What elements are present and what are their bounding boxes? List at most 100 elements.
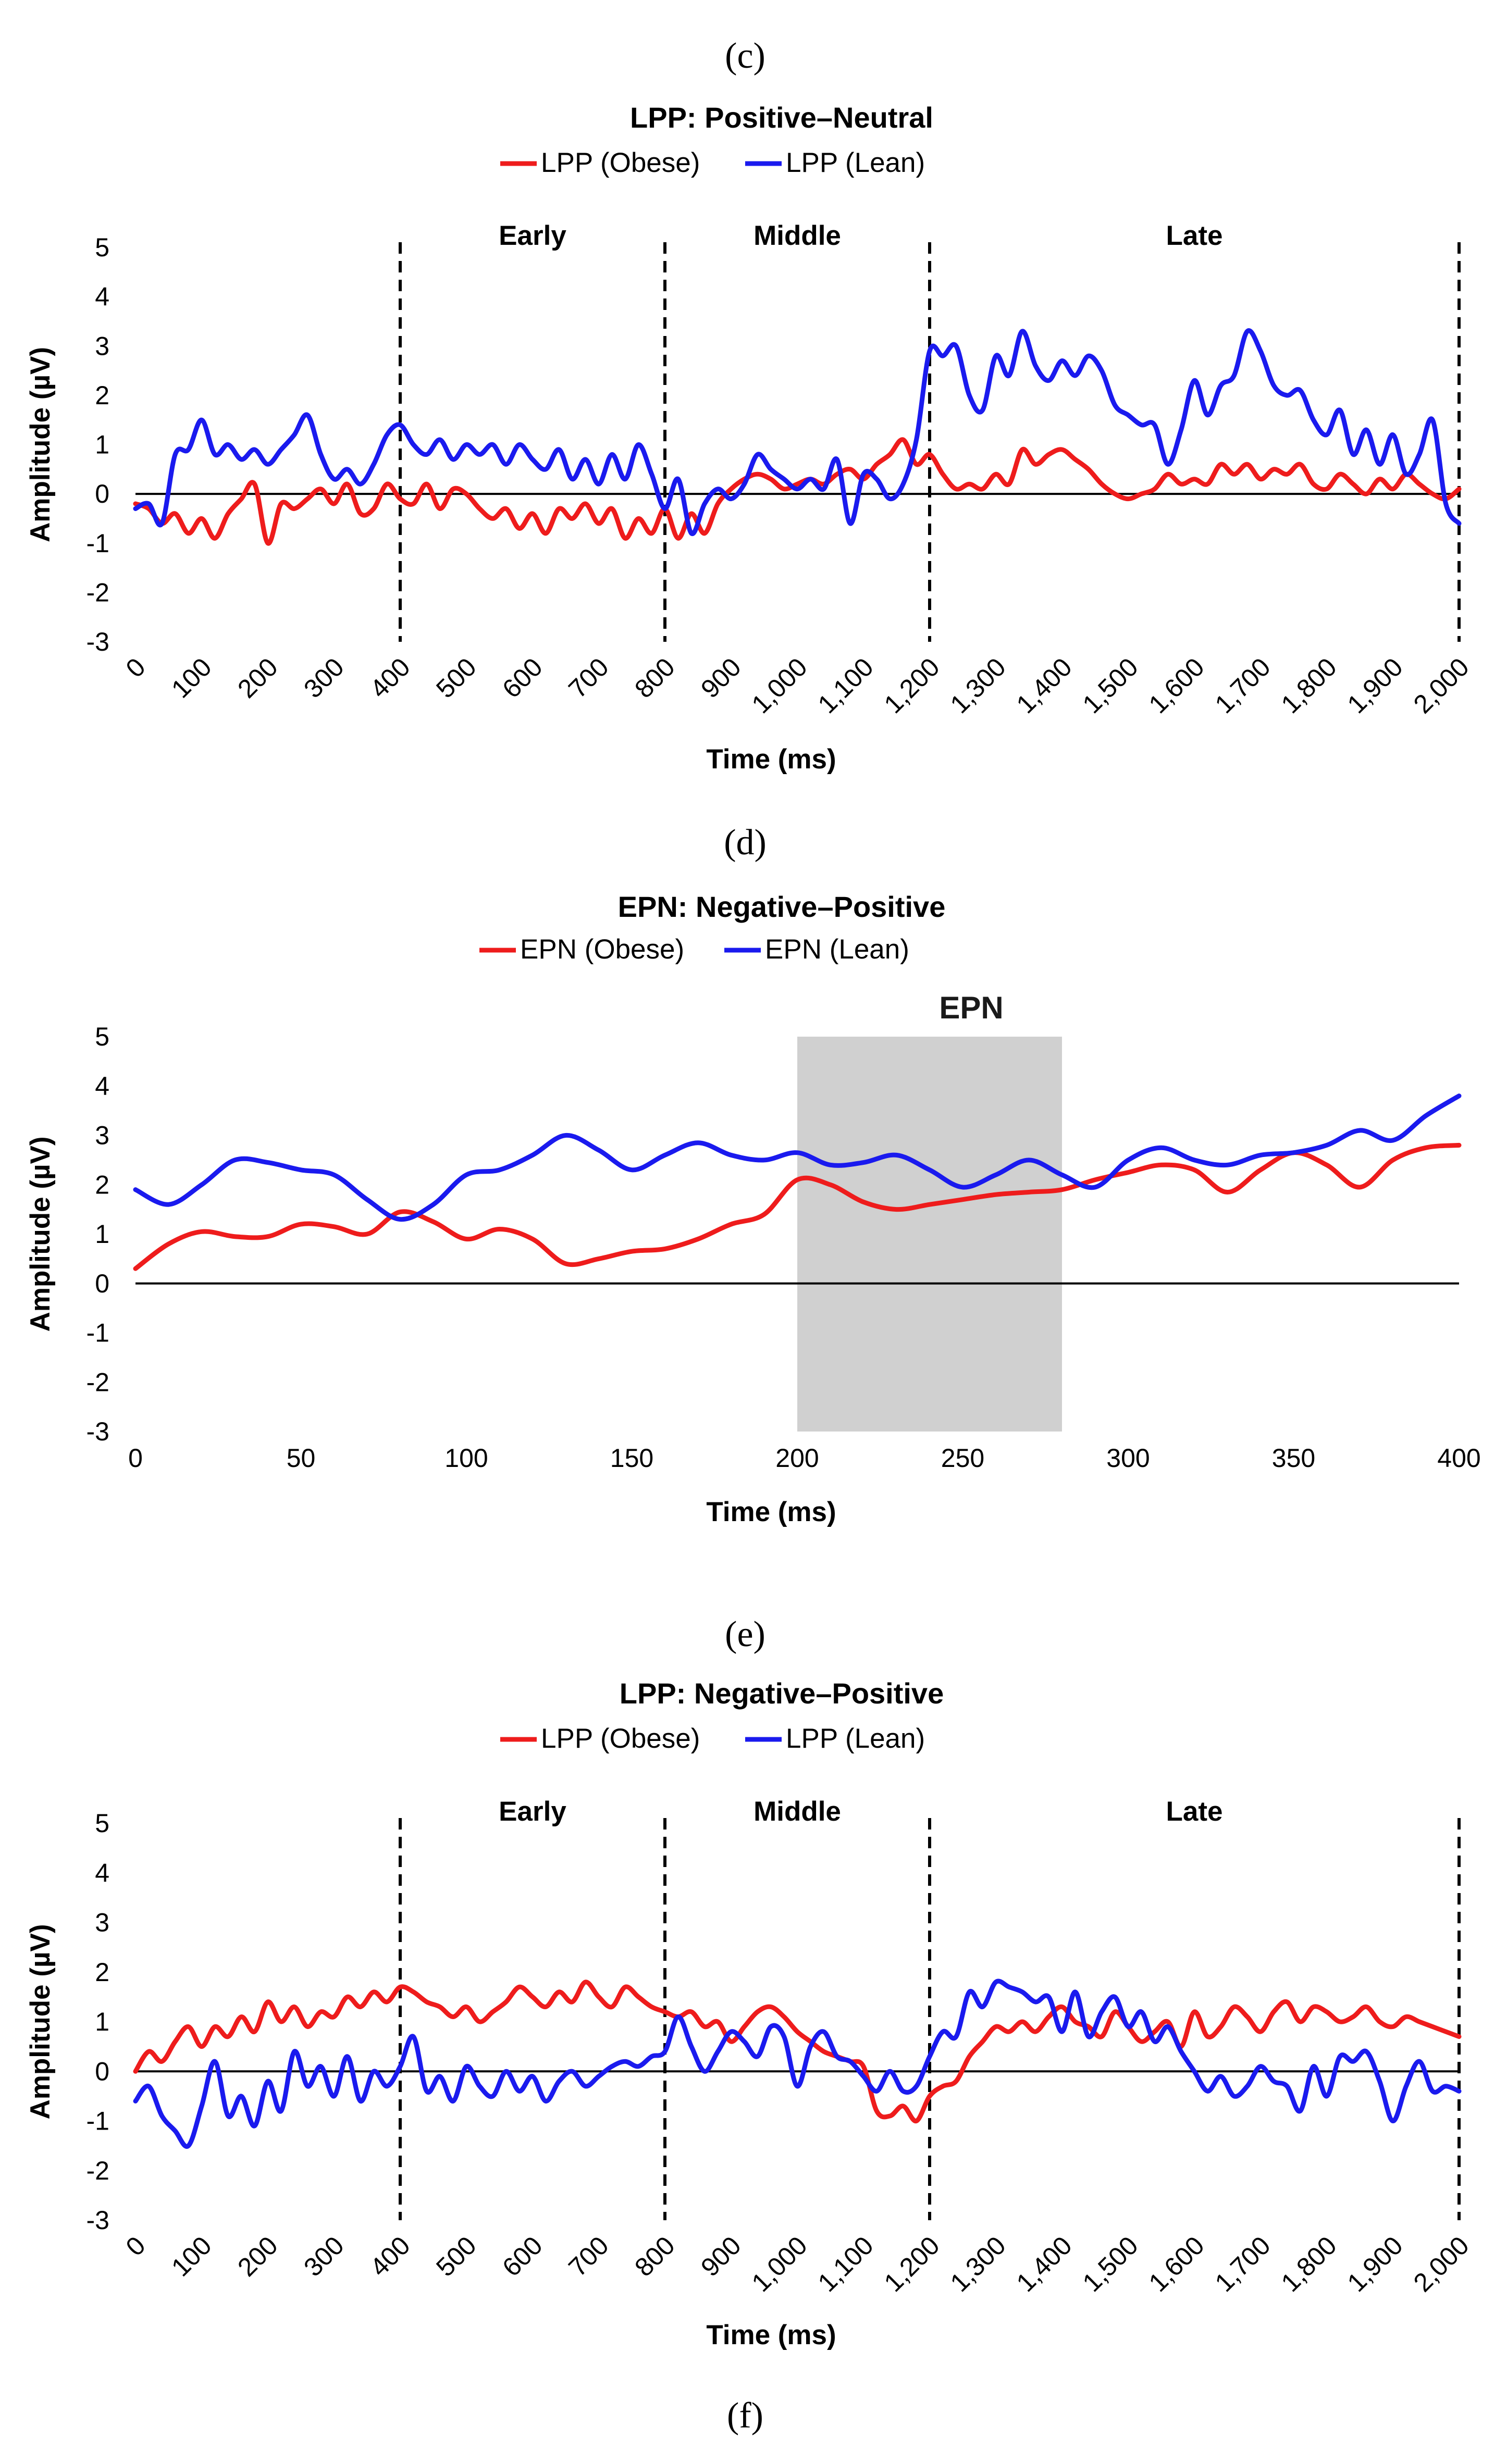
panel-label: (d) xyxy=(724,823,767,863)
x-tick-label: 1,900 xyxy=(1342,652,1409,719)
x-tick-label: 1,200 xyxy=(879,2231,945,2297)
series-line-lpp-obese xyxy=(133,1980,1462,2123)
x-tick-label: 0 xyxy=(120,2231,151,2261)
x-tick-label: 100 xyxy=(444,1443,488,1473)
legend-label-epn-lean: EPN (Lean) xyxy=(765,934,909,965)
y-tick-label: -1 xyxy=(87,529,109,558)
chart-lpp-negative-positive: LPP: Negative–Positive LPP (Obese) LPP (Le… xyxy=(25,1677,1475,2350)
y-tick-label: 3 xyxy=(95,1908,109,1937)
y-tick-label: 2 xyxy=(95,1958,109,1987)
panel-label: (e) xyxy=(725,1614,765,1654)
series-lpp-lean xyxy=(133,328,1462,536)
x-tick-label: 1,200 xyxy=(879,652,945,719)
legend-label-lpp-lean: LPP (Lean) xyxy=(786,147,925,178)
y-tick-label: 5 xyxy=(95,1022,109,1051)
x-tick-label: 600 xyxy=(497,2231,548,2282)
chart-title: LPP: Positive–Neutral xyxy=(630,101,933,134)
epn-shaded-window xyxy=(797,1037,1062,1432)
y-tick-label: 2 xyxy=(95,381,109,410)
y-tick-label: 0 xyxy=(95,1269,109,1298)
y-tick-label: 4 xyxy=(95,1858,109,1887)
x-tick-label: 300 xyxy=(298,652,350,704)
x-tick-label: 2,000 xyxy=(1408,652,1475,719)
x-tick-label: 300 xyxy=(1106,1443,1150,1473)
x-tick-label: 1,900 xyxy=(1342,2231,1409,2297)
x-tick-label: 800 xyxy=(629,652,681,704)
y-axis-ticks: 5 4 3 2 1 0 -1 -2 -3 xyxy=(87,1809,109,2235)
x-axis-title: Time (ms) xyxy=(706,1497,836,1527)
x-tick-label: 1,000 xyxy=(746,2231,813,2297)
y-tick-label: -1 xyxy=(87,1318,109,1348)
y-tick-label: 0 xyxy=(95,2057,109,2086)
x-tick-label: 1,400 xyxy=(1011,652,1078,719)
x-tick-label: 1,100 xyxy=(812,2231,879,2297)
panel-label-top: (c) xyxy=(725,36,765,76)
series-lpp-obese xyxy=(133,1980,1462,2123)
x-tick-label: 50 xyxy=(287,1443,316,1473)
y-tick-label: 4 xyxy=(95,1072,109,1101)
panel-label-bottom: (f) xyxy=(727,2396,763,2436)
y-tick-label: 5 xyxy=(95,233,109,262)
chart-epn-negative-positive: EPN: Negative–Positive EPN (Obese) EPN (Le… xyxy=(25,890,1481,1654)
x-tick-label: 700 xyxy=(563,652,614,704)
x-tick-label: 0 xyxy=(120,652,151,683)
x-tick-label: 1,100 xyxy=(812,652,879,719)
x-tick-label: 1,700 xyxy=(1209,2231,1276,2297)
series-line-lpp-lean xyxy=(133,1978,1462,2149)
x-axis-title: Time (ms) xyxy=(706,2320,836,2350)
x-tick-label: 900 xyxy=(695,652,747,704)
series-lpp-lean xyxy=(133,1978,1462,2149)
y-tick-label: 3 xyxy=(95,1121,109,1150)
y-axis-title: Amplitude (µV) xyxy=(25,347,56,542)
y-axis-title: Amplitude (µV) xyxy=(25,1924,56,2119)
x-tick-label: 250 xyxy=(941,1443,984,1473)
x-tick-label: 200 xyxy=(775,1443,819,1473)
x-tick-label: 500 xyxy=(430,2231,482,2282)
x-tick-label: 1,800 xyxy=(1276,2231,1342,2297)
chart-legend: LPP (Obese) LPP (Lean) xyxy=(500,147,925,178)
legend-label-lpp-lean: LPP (Lean) xyxy=(786,1723,925,1754)
y-tick-label: -2 xyxy=(87,1367,109,1397)
segment-label-middle: Middle xyxy=(754,1796,841,1827)
x-tick-label: 1,600 xyxy=(1143,652,1210,719)
x-tick-label: 100 xyxy=(166,652,217,704)
segment-label-early: Early xyxy=(499,1796,566,1827)
x-tick-label: 300 xyxy=(298,2231,350,2282)
segment-label-middle: Middle xyxy=(754,220,841,251)
y-tick-label: 5 xyxy=(95,1809,109,1838)
x-tick-label: 900 xyxy=(695,2231,747,2282)
series-lpp-obese xyxy=(133,437,1462,546)
x-tick-label: 1,600 xyxy=(1143,2231,1210,2297)
y-tick-label: -3 xyxy=(87,627,109,656)
segment-label-late: Late xyxy=(1166,220,1223,251)
x-axis-title: Time (ms) xyxy=(706,744,836,775)
x-axis-ticks: 0 100 200 300 400 500 600 700 800 9001,0001,1001,… xyxy=(120,652,1475,719)
y-tick-label: -2 xyxy=(87,578,109,607)
x-tick-label: 1,000 xyxy=(746,652,813,719)
x-tick-label: 150 xyxy=(610,1443,653,1473)
x-tick-label: 1,300 xyxy=(945,2231,1011,2297)
series-line-lpp-obese xyxy=(133,437,1462,546)
x-tick-label: 2,000 xyxy=(1408,2231,1475,2297)
y-tick-label: 1 xyxy=(95,2007,109,2036)
x-tick-label: 350 xyxy=(1272,1443,1315,1473)
y-tick-label: -2 xyxy=(87,2156,109,2185)
legend-label-lpp-obese: LPP (Obese) xyxy=(541,147,700,178)
legend-label-epn-obese: EPN (Obese) xyxy=(520,934,684,965)
x-tick-label: 400 xyxy=(364,652,416,704)
x-tick-label: 1,300 xyxy=(945,652,1011,719)
y-axis-ticks: 5 4 3 2 1 0 -1 -2 -3 xyxy=(87,233,109,656)
chart-legend: LPP (Obese) LPP (Lean) xyxy=(500,1723,925,1754)
segment-label-early: Early xyxy=(499,220,566,251)
series-epn-lean xyxy=(133,1093,1462,1222)
y-tick-label: -3 xyxy=(87,2206,109,2235)
x-tick-label: 500 xyxy=(430,652,482,704)
y-tick-label: 3 xyxy=(95,331,109,360)
y-tick-label: 1 xyxy=(95,1219,109,1249)
x-tick-label: 200 xyxy=(232,652,283,704)
y-tick-label: 4 xyxy=(95,282,109,312)
y-axis-ticks: 5 4 3 2 1 0 -1 -2 -3 xyxy=(87,1022,109,1446)
x-tick-label: 0 xyxy=(128,1443,143,1473)
x-tick-label: 1,500 xyxy=(1077,2231,1144,2297)
